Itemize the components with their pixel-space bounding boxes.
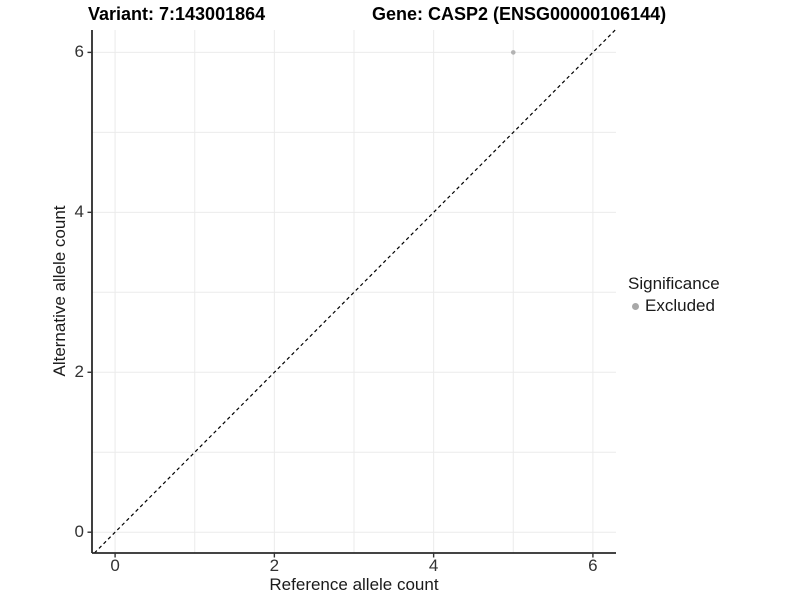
x-tick-label: 2 bbox=[269, 556, 280, 575]
y-tick-label: 6 bbox=[74, 42, 84, 62]
y-tick-label: 2 bbox=[74, 362, 84, 382]
legend-title: Significance bbox=[628, 274, 720, 293]
x-axis-title: Reference allele count bbox=[269, 575, 439, 594]
x-tick-label: 4 bbox=[428, 556, 439, 575]
legend: Significance Excluded bbox=[628, 274, 720, 316]
y-axis-title: Alternative allele count bbox=[50, 205, 69, 377]
plot-title-gene: Gene: CASP2 (ENSG00000106144) bbox=[372, 4, 667, 24]
x-tick-label: 0 bbox=[110, 556, 120, 575]
x-tick-label: 6 bbox=[588, 556, 598, 575]
legend-items: Excluded bbox=[628, 296, 720, 316]
y-tick-label: 0 bbox=[74, 522, 84, 542]
plot-canvas bbox=[87, 29, 616, 558]
plot-panel bbox=[87, 29, 616, 558]
legend-item: Excluded bbox=[628, 296, 720, 316]
y-tick-label: 4 bbox=[74, 202, 84, 222]
legend-item-label: Excluded bbox=[645, 296, 715, 315]
plot-title-variant: Variant: 7:143001864 bbox=[88, 4, 266, 24]
identity-line bbox=[93, 29, 616, 554]
data-point bbox=[510, 50, 516, 55]
legend-point-icon bbox=[632, 302, 639, 310]
